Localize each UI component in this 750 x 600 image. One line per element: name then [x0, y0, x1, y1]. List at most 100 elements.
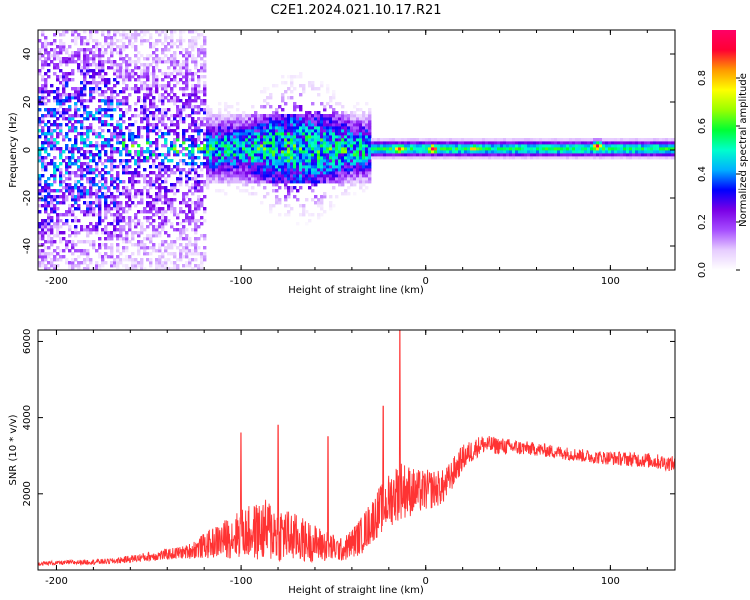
heatmap-cell: [329, 171, 333, 175]
heatmap-cell: [104, 102, 108, 106]
heatmap-cell: [266, 165, 270, 169]
heatmap-cell: [464, 138, 468, 142]
heatmap-cell: [239, 171, 243, 175]
heatmap-cell: [290, 120, 294, 124]
heatmap-cell: [287, 120, 291, 124]
heatmap-cell: [236, 165, 240, 169]
heatmap-cell: [116, 213, 120, 217]
heatmap-cell: [113, 225, 117, 229]
heatmap-cell: [275, 108, 279, 112]
heatmap-cell: [92, 246, 96, 250]
heatmap-cell: [347, 132, 351, 136]
heatmap-cell: [521, 153, 525, 157]
heatmap-cell: [275, 198, 279, 202]
heatmap-cell: [116, 189, 120, 193]
heatmap-cell: [347, 192, 351, 196]
heatmap-cell: [158, 39, 162, 43]
heatmap-cell: [92, 60, 96, 64]
heatmap-cell: [299, 177, 303, 181]
heatmap-cell: [299, 120, 303, 124]
heatmap-cell: [335, 150, 339, 154]
heatmap-cell: [218, 120, 222, 124]
heatmap-cell: [98, 207, 102, 211]
heatmap-cell: [68, 126, 72, 130]
heatmap-cell: [86, 201, 90, 205]
heatmap-cell: [407, 147, 411, 151]
heatmap-cell: [44, 51, 48, 55]
heatmap-cell: [494, 138, 498, 142]
heatmap-cell: [86, 267, 90, 270]
heatmap-cell: [467, 141, 471, 145]
heatmap-cell: [386, 147, 390, 151]
heatmap-cell: [617, 150, 621, 154]
heatmap-cell: [176, 162, 180, 166]
heatmap-cell: [293, 117, 297, 121]
heatmap-cell: [182, 132, 186, 136]
heatmap-cell: [542, 144, 546, 148]
heatmap-cell: [299, 186, 303, 190]
heatmap-cell: [158, 186, 162, 190]
heatmap-cell: [134, 192, 138, 196]
heatmap-cell: [602, 150, 606, 154]
heatmap-cell: [365, 141, 369, 145]
heatmap-cell: [656, 147, 660, 151]
heatmap-cell: [272, 120, 276, 124]
heatmap-cell: [44, 42, 48, 46]
heatmap-cell: [182, 210, 186, 214]
heatmap-cell: [80, 186, 84, 190]
heatmap-cell: [332, 90, 336, 94]
heatmap-cell: [365, 180, 369, 184]
heatmap-cell: [332, 93, 336, 97]
heatmap-cell: [395, 153, 399, 157]
heatmap-cell: [209, 171, 213, 175]
heatmap-cell: [419, 150, 423, 154]
heatmap-cell: [191, 90, 195, 94]
heatmap-cell: [86, 255, 90, 259]
heatmap-cell: [98, 150, 102, 154]
heatmap-cell: [161, 30, 165, 34]
heatmap-cell: [320, 195, 324, 199]
heatmap-cell: [119, 66, 123, 70]
heatmap-cell: [179, 87, 183, 91]
heatmap-cell: [170, 39, 174, 43]
heatmap-cell: [164, 165, 168, 169]
heatmap-cell: [356, 132, 360, 136]
heatmap-cell: [209, 165, 213, 169]
heatmap-cell: [83, 258, 87, 262]
heatmap-cell: [122, 165, 126, 169]
heatmap-cell: [47, 240, 51, 244]
heatmap-cell: [104, 159, 108, 163]
heatmap-cell: [59, 123, 63, 127]
heatmap-cell: [281, 120, 285, 124]
heatmap-cell: [83, 81, 87, 85]
heatmap-cell: [242, 141, 246, 145]
heatmap-cell: [197, 165, 201, 169]
heatmap-cell: [290, 186, 294, 190]
heatmap-cell: [101, 81, 105, 85]
heatmap-cell: [662, 156, 666, 160]
heatmap-cell: [86, 162, 90, 166]
heatmap-cell: [170, 198, 174, 202]
heatmap-cell: [212, 135, 216, 139]
heatmap-cell: [194, 99, 198, 103]
heatmap-cell: [518, 150, 522, 154]
heatmap-cell: [491, 144, 495, 148]
heatmap-cell: [308, 171, 312, 175]
heatmap-cell: [287, 96, 291, 100]
heatmap-cell: [137, 159, 141, 163]
heatmap-cell: [359, 177, 363, 181]
heatmap-cell: [332, 159, 336, 163]
heatmap-cell: [236, 138, 240, 142]
heatmap-cell: [296, 150, 300, 154]
heatmap-cell: [80, 174, 84, 178]
heatmap-cell: [347, 114, 351, 118]
heatmap-cell: [233, 123, 237, 127]
heatmap-cell: [89, 171, 93, 175]
heatmap-cell: [302, 129, 306, 133]
heatmap-cell: [293, 105, 297, 109]
heatmap-cell: [503, 144, 507, 148]
heatmap-cell: [203, 219, 207, 223]
heatmap-cell: [227, 117, 231, 121]
heatmap-cell: [131, 45, 135, 49]
heatmap-cell: [86, 234, 90, 238]
